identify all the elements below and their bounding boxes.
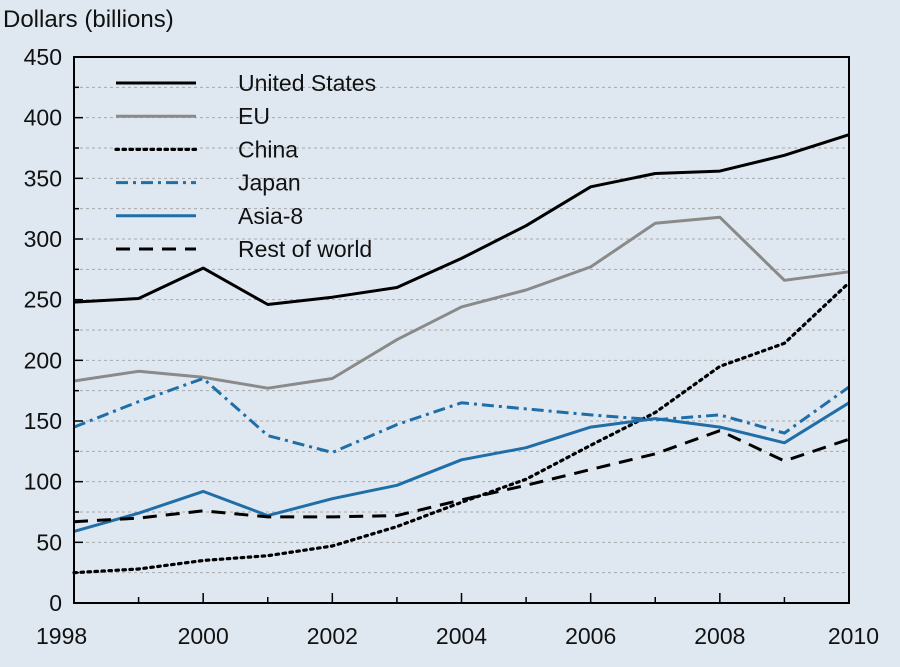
x-tick-label: 1998 [36,623,87,649]
legend-label: United States [238,70,376,96]
series-line-united-states [73,133,850,306]
legend-label: China [238,136,298,162]
x-tick-label: 2010 [828,623,879,649]
series-line-rest-of-world [73,429,850,524]
legend: United States EU China Japan Asia-8 Rest of w… [114,70,376,262]
legend-label: Japan [238,170,301,196]
x-axis-ticks: 1998 2000 2002 2004 2006 2008 2010 [36,593,879,649]
y-tick-label: 0 [49,590,62,616]
series-line-asia-8 [73,401,850,533]
series-line-eu [73,215,850,390]
series-line-japan [73,377,850,454]
y-axis-ticks: 0 50 100 150 200 250 300 350 400 450 [24,44,83,616]
y-tick-label: 300 [24,226,62,252]
x-tick-label: 2008 [694,623,745,649]
y-tick-label: 100 [24,469,62,495]
y-tick-label: 150 [24,408,62,434]
y-tick-label: 250 [24,287,62,313]
series-lines [72,133,851,575]
y-tick-label: 200 [24,347,62,373]
y-tick-label: 350 [24,165,62,191]
legend-label: Asia-8 [238,203,303,229]
legend-label: EU [238,103,270,129]
legend-label: Rest of world [238,236,372,262]
x-tick-label: 2000 [178,623,229,649]
x-tick-label: 2002 [307,623,358,649]
y-tick-label: 50 [36,529,62,555]
y-axis-title: Dollars (billions) [3,6,174,33]
series-line-china [72,281,851,575]
gridlines [74,86,849,574]
y-tick-label: 400 [24,105,62,131]
y-tick-label: 450 [24,44,62,70]
x-tick-label: 2006 [565,623,616,649]
x-tick-label: 2004 [436,623,487,649]
